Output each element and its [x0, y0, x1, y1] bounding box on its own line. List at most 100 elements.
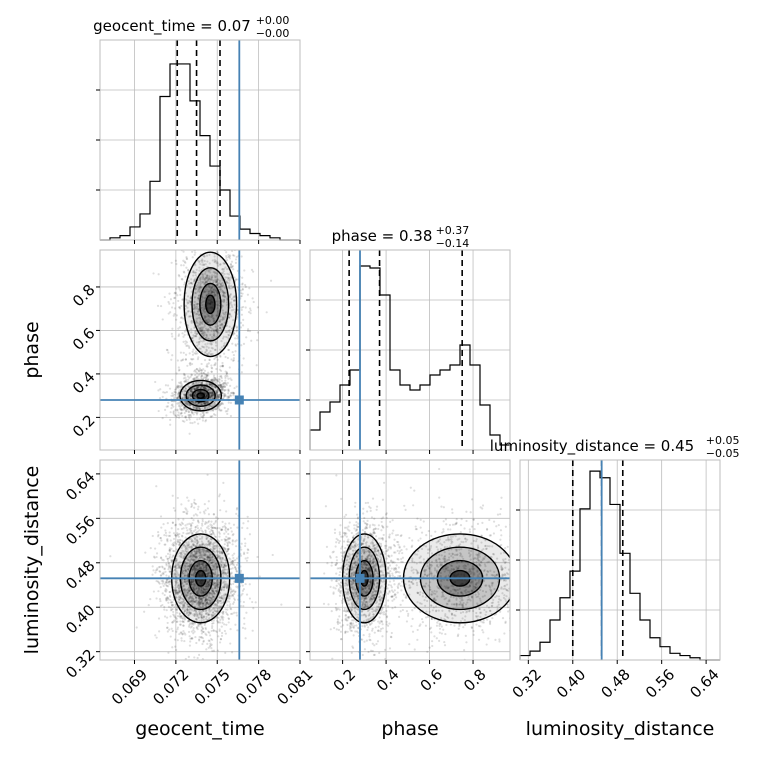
sample-point: [192, 413, 195, 416]
sample-point: [195, 386, 198, 390]
sample-point: [185, 313, 188, 316]
sample-point: [187, 386, 190, 389]
sample-point: [177, 369, 181, 372]
sample-point: [229, 414, 233, 418]
sample-point: [154, 380, 157, 384]
sample-point: [174, 414, 178, 417]
sample-point: [171, 378, 174, 381]
sample-point: [206, 288, 209, 291]
sample-point: [215, 325, 218, 328]
sample-point: [209, 383, 212, 386]
sample-point: [197, 550, 201, 553]
sample-point: [198, 323, 201, 326]
sample-point: [202, 401, 205, 405]
sample-point: [219, 283, 222, 286]
sample-point: [191, 387, 194, 391]
sample-point: [204, 350, 207, 353]
sample-point: [212, 380, 216, 383]
sample-point: [225, 256, 228, 259]
sample-point: [171, 554, 174, 557]
panel-frame: [99, 249, 301, 451]
sample-point: [225, 297, 229, 300]
sample-point: [183, 330, 187, 333]
sample-point: [202, 331, 205, 334]
sample-point: [166, 621, 169, 625]
sample-point: [187, 630, 191, 634]
sample-point: [179, 386, 182, 389]
sample-point: [185, 403, 189, 406]
sample-point: [214, 582, 217, 585]
sample-point: [227, 597, 230, 600]
sample-point: [229, 266, 233, 269]
sample-point: [222, 616, 225, 619]
sample-point: [212, 409, 215, 412]
sample-point: [212, 629, 215, 632]
sample-point: [207, 337, 211, 341]
sample-point: [213, 526, 217, 530]
sample-point: [184, 402, 187, 405]
sample-point: [202, 263, 205, 266]
sample-point: [173, 396, 176, 399]
sample-point: [229, 526, 232, 530]
sample-point: [217, 264, 220, 267]
sample-point: [169, 534, 172, 537]
sample-point: [187, 413, 190, 417]
sample-point: [218, 394, 221, 397]
sample-point: [178, 523, 181, 526]
sample-point: [199, 390, 202, 393]
sample-point: [211, 393, 215, 396]
sample-point: [192, 406, 196, 409]
sample-point: [230, 530, 233, 533]
sample-point: [201, 259, 204, 262]
sample-point: [224, 266, 227, 269]
sample-point: [217, 395, 220, 398]
sample-point: [235, 329, 239, 332]
sample-point: [218, 375, 221, 378]
sample-point: [234, 278, 238, 281]
sample-point: [182, 259, 185, 262]
sample-point: [211, 385, 214, 388]
sample-point: [204, 278, 207, 281]
sample-point: [203, 359, 207, 362]
sample-point: [218, 641, 222, 644]
sample-point: [208, 382, 211, 386]
sample-point: [193, 306, 196, 309]
sample-point: [189, 626, 192, 629]
sample-point: [174, 390, 177, 394]
sample-point: [216, 331, 219, 334]
sample-point: [219, 384, 223, 387]
sample-point: [217, 300, 220, 303]
sample-point: [182, 335, 185, 338]
sample-point: [163, 605, 166, 609]
sample-point: [179, 307, 182, 310]
sample-point: [200, 362, 203, 366]
sample-point: [179, 615, 182, 618]
sample-point: [198, 620, 201, 623]
sample-point: [218, 279, 222, 282]
sample-point: [200, 587, 203, 590]
sample-point: [198, 380, 202, 383]
sample-point: [209, 288, 213, 292]
sample-point: [203, 503, 206, 506]
sample-point: [187, 279, 190, 283]
sample-point: [212, 317, 215, 320]
sample-point: [192, 519, 195, 522]
sample-point: [232, 268, 235, 271]
sample-point: [210, 524, 213, 527]
sample-point: [175, 388, 178, 391]
sample-point: [232, 285, 235, 289]
sample-point: [203, 307, 206, 310]
sample-point: [185, 255, 188, 259]
sample-point: [176, 359, 179, 362]
sample-point: [191, 353, 195, 356]
sample-point: [224, 295, 227, 298]
sample-point: [201, 377, 205, 381]
sample-point: [178, 275, 181, 278]
sample-point: [198, 564, 201, 567]
sample-point: [215, 328, 218, 331]
sample-point: [223, 543, 226, 546]
sample-point: [218, 384, 221, 387]
sample-point: [184, 415, 187, 418]
sample-point: [201, 374, 204, 377]
sample-point: [197, 288, 200, 292]
